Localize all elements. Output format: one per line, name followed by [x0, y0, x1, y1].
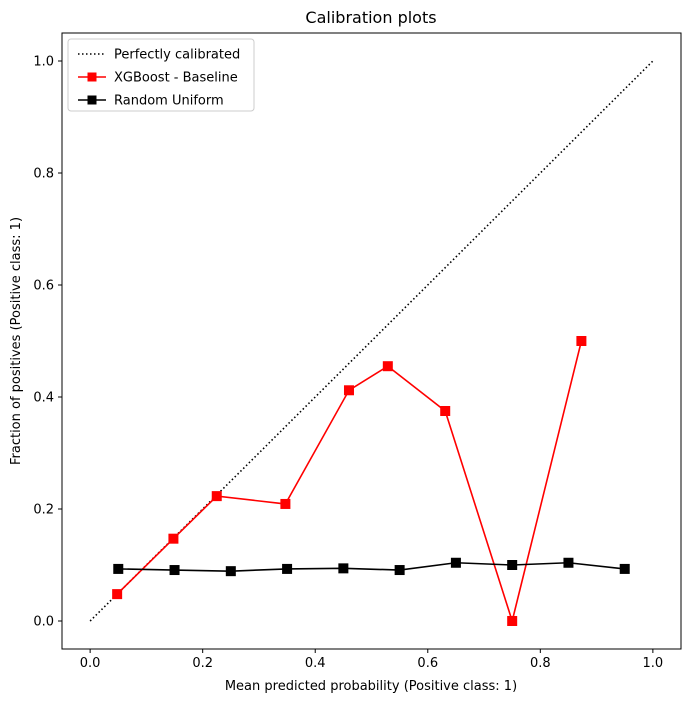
y-tick-label: 1.0: [33, 55, 54, 70]
data-point: [169, 565, 180, 576]
data-point: [343, 385, 354, 396]
series-layer: [89, 60, 654, 626]
legend: Perfectly calibrated XGBoost - Baseline Ra…: [67, 38, 255, 112]
y-tick-label: 0.2: [33, 503, 54, 518]
data-point: [619, 563, 630, 574]
legend-marker: [87, 95, 97, 105]
legend-label: XGBoost - Baseline: [114, 71, 238, 86]
data-point: [113, 563, 124, 574]
legend-box: [67, 38, 255, 112]
data-point: [507, 616, 518, 626]
y-tick-label: 0.6: [33, 279, 54, 294]
y-tick-label: 0.4: [33, 391, 54, 406]
data-point: [576, 336, 587, 346]
data-point: [338, 563, 349, 574]
legend-marker: [87, 72, 97, 82]
legend-label: Random Uniform: [114, 94, 224, 109]
x-tick-label: 0.0: [80, 656, 101, 671]
data-point: [168, 533, 179, 544]
data-point: [440, 406, 451, 416]
data-point: [382, 361, 393, 372]
x-tick-label: 0.4: [305, 656, 326, 671]
x-tick-label: 1.0: [643, 656, 664, 671]
data-point: [112, 589, 123, 600]
data-point: [280, 498, 291, 509]
x-tick-label: 0.2: [192, 656, 213, 671]
x-tick-label: 0.6: [417, 656, 438, 671]
data-point: [225, 566, 236, 577]
y-tick-label: 0.8: [33, 167, 54, 182]
y-axis-label: Fraction of positives (Positive class: 1…: [9, 217, 24, 465]
data-point: [450, 557, 461, 568]
legend-label: Perfectly calibrated: [114, 48, 240, 63]
chart-title: Calibration plots: [305, 8, 436, 27]
x-tick-label: 0.8: [530, 656, 551, 671]
data-point: [507, 560, 518, 570]
data-point: [563, 557, 574, 568]
axes: 0.0 0.2 0.4 0.6 0.8 1.0 0.0 0.2 0.4 0.6 0.8 1.0: [33, 55, 663, 672]
x-axis-label: Mean predicted probability (Positive cla…: [225, 679, 517, 694]
series-line: [118, 561, 625, 572]
y-tick-label: 0.0: [33, 615, 54, 630]
data-point: [282, 563, 293, 574]
data-point: [211, 491, 222, 502]
data-point: [394, 565, 405, 576]
